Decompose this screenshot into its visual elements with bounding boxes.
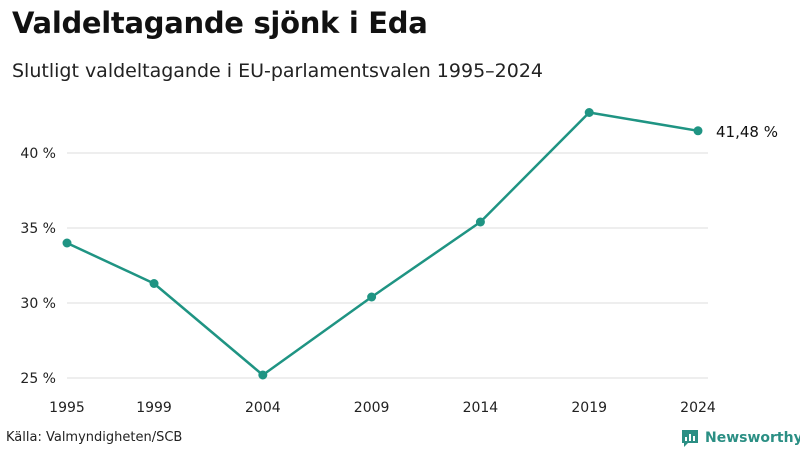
y-tick-label: 25 % bbox=[20, 371, 56, 387]
data-points bbox=[62, 108, 703, 380]
y-axis-ticks: 25 % 30 % 35 % 40 % bbox=[20, 146, 56, 387]
y-tick-label: 30 % bbox=[20, 296, 56, 312]
brand-logo: Newsworthy bbox=[680, 428, 800, 448]
x-tick-label: 2004 bbox=[245, 400, 281, 416]
x-tick-label: 2024 bbox=[680, 400, 716, 416]
data-point bbox=[149, 279, 159, 288]
data-point bbox=[584, 108, 594, 117]
brand-name: Newsworthy bbox=[705, 430, 800, 446]
x-axis-ticks: 1995 1999 2004 2009 2014 2019 2024 bbox=[49, 400, 716, 416]
series-line-valdeltagande bbox=[66, 111, 699, 377]
end-value-label: 41,48 % bbox=[716, 123, 778, 141]
data-point bbox=[367, 292, 377, 302]
x-tick-label: 1995 bbox=[49, 400, 85, 416]
data-point bbox=[475, 217, 485, 227]
x-tick-label: 2019 bbox=[571, 400, 607, 416]
newsworthy-logo-icon bbox=[682, 430, 698, 447]
gridlines bbox=[67, 152, 708, 379]
chart-title: Valdeltagande sjönk i Eda bbox=[12, 6, 428, 40]
x-tick-label: 2009 bbox=[354, 400, 390, 416]
data-point bbox=[62, 238, 72, 248]
chart-subtitle: Slutligt valdeltagande i EU-parlamentsva… bbox=[12, 60, 544, 82]
x-tick-label: 1999 bbox=[136, 400, 172, 416]
x-tick-label: 2014 bbox=[463, 400, 499, 416]
data-point bbox=[258, 370, 268, 380]
source-note: Källa: Valmyndigheten/SCB bbox=[6, 430, 183, 445]
data-point bbox=[693, 126, 703, 136]
y-tick-label: 35 % bbox=[20, 221, 56, 237]
y-tick-label: 40 % bbox=[20, 146, 56, 162]
